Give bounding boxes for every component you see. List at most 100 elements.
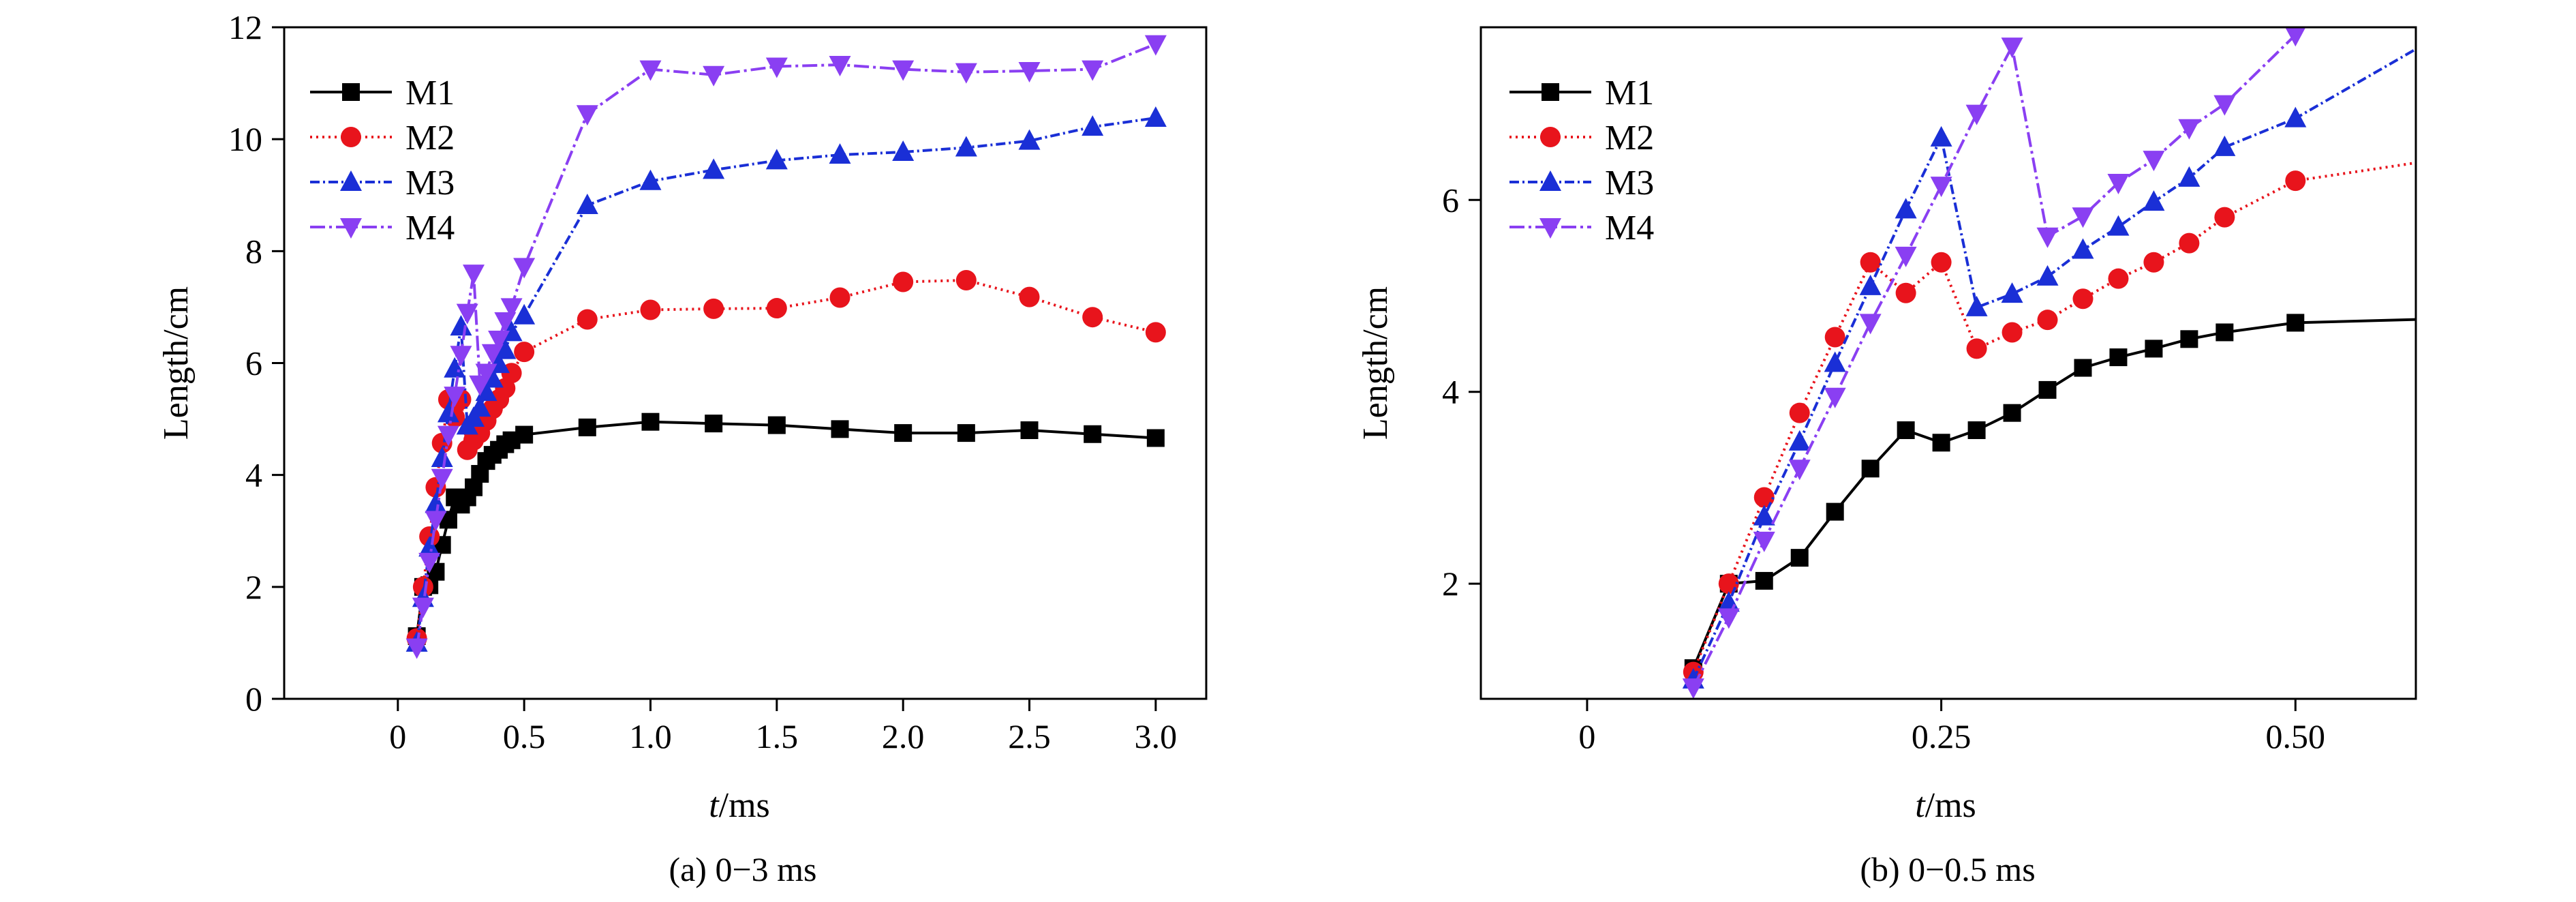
data-point-m2 — [577, 309, 598, 330]
data-point-m4 — [412, 597, 434, 618]
data-point-m2 — [1895, 282, 1916, 303]
y-tick-label: 2 — [1442, 565, 1459, 603]
data-point-m2 — [1789, 402, 1810, 423]
x-tick-label: 0.50 — [2266, 717, 2326, 755]
data-point-m4 — [1018, 62, 1041, 83]
legend-label-m3: M3 — [1605, 164, 1654, 202]
data-point-m1 — [705, 415, 723, 433]
data-point-m2 — [1966, 338, 1987, 359]
legend-marker-m4 — [1539, 218, 1561, 239]
data-point-m3 — [418, 536, 441, 557]
legend-marker-m1 — [342, 83, 360, 101]
series-line-m3 — [415, 117, 1156, 644]
data-point-m4 — [425, 511, 447, 532]
data-point-m2 — [1082, 307, 1103, 328]
data-point-m4 — [1753, 531, 1775, 552]
legend-label-m2: M2 — [405, 119, 455, 157]
data-point-m1 — [767, 416, 786, 434]
data-point-m1 — [1146, 429, 1165, 447]
data-point-m3 — [1753, 505, 1775, 526]
data-point-m4 — [2143, 151, 2165, 172]
x-tick-label: 1.5 — [756, 717, 799, 755]
data-point-m3 — [892, 140, 915, 162]
panel-b-caption: (b) 0−0.5 ms — [1860, 850, 2035, 888]
x-tick-label: 0 — [389, 717, 406, 755]
data-point-m4 — [1082, 60, 1104, 81]
data-point-m3 — [639, 169, 662, 190]
data-point-m4 — [431, 468, 453, 490]
x-tick-label: 2.0 — [882, 717, 925, 755]
series-line-m3 — [1691, 47, 2416, 680]
y-tick-label: 10 — [228, 120, 262, 158]
data-point-m2 — [640, 299, 661, 320]
legend: M1 M2 M3 M4 — [1509, 74, 1654, 247]
data-point-m4 — [1895, 246, 1917, 267]
data-point-m3 — [1895, 198, 1917, 219]
data-point-m2 — [893, 271, 914, 292]
data-point-m1 — [2038, 380, 2057, 399]
data-point-m4 — [1144, 35, 1167, 56]
x-tick-label: 2.5 — [1008, 717, 1051, 755]
legend-label-m3: M3 — [405, 164, 455, 202]
data-point-m1 — [578, 418, 596, 436]
x-tick-label: 1.0 — [629, 717, 672, 755]
data-point-m4 — [892, 60, 915, 81]
data-point-m2 — [2002, 322, 2023, 343]
data-point-m3 — [2143, 190, 2165, 211]
data-point-m4 — [2036, 227, 2059, 248]
data-point-m1 — [1826, 502, 1844, 521]
data-point-m4 — [513, 258, 536, 279]
data-point-m3 — [703, 158, 725, 179]
data-point-m1 — [1020, 421, 1039, 439]
data-point-m1 — [957, 424, 975, 442]
legend-marker-m1 — [1542, 83, 1559, 101]
series-line-m2 — [415, 279, 1156, 639]
data-point-m4 — [639, 60, 662, 81]
data-point-m4 — [765, 57, 788, 78]
data-point-m2 — [703, 298, 724, 319]
data-point-m4 — [2001, 37, 2023, 59]
data-point-m2 — [2285, 170, 2306, 192]
data-point-m1 — [2428, 310, 2446, 328]
plot-frame — [1479, 26, 2417, 700]
data-point-m2 — [1931, 252, 1952, 273]
data-point-m3 — [1788, 430, 1811, 451]
legend-label-m1: M1 — [1605, 74, 1654, 112]
legend-label-m4: M4 — [405, 209, 455, 247]
data-point-m3 — [2426, 25, 2448, 46]
data-point-m3 — [2284, 106, 2307, 127]
data-point-m4 — [437, 425, 459, 447]
data-point-m3 — [444, 357, 466, 378]
series-line-m1 — [415, 420, 1156, 637]
data-point-m2 — [766, 298, 787, 319]
data-point-m4 — [488, 331, 510, 352]
x-tick-label: 3.0 — [1135, 717, 1178, 755]
x-axis-label: t/ms — [709, 786, 770, 825]
data-point-m4 — [703, 65, 725, 87]
data-point-m3 — [475, 380, 497, 402]
data-point-m4 — [2178, 119, 2201, 140]
data-point-m1 — [831, 420, 849, 438]
data-point-m1 — [1755, 571, 1773, 590]
data-point-m4 — [1930, 177, 1952, 198]
data-point-m2 — [2427, 149, 2447, 170]
x-tick-label: 0 — [1578, 717, 1595, 755]
series-line-m1 — [1691, 318, 2416, 669]
data-point-m4 — [2107, 173, 2130, 194]
data-point-m1 — [515, 425, 534, 444]
y-axis-label: Length/cm — [1356, 286, 1395, 440]
data-point-m1 — [641, 412, 660, 431]
y-axis-label: Length/cm — [157, 286, 196, 440]
data-point-m4 — [1824, 387, 1846, 408]
legend: M1 M2 M3 M4 — [310, 74, 455, 247]
data-point-m1 — [2286, 314, 2305, 332]
data-point-m1 — [1967, 421, 1986, 439]
x-tick-label: 0.25 — [1912, 717, 1972, 755]
data-point-m4 — [418, 552, 441, 573]
data-point-m3 — [437, 402, 459, 423]
data-point-m3 — [829, 143, 851, 164]
data-point-m2 — [2143, 252, 2164, 273]
data-point-m2 — [2037, 310, 2058, 331]
data-point-m2 — [2072, 288, 2094, 310]
